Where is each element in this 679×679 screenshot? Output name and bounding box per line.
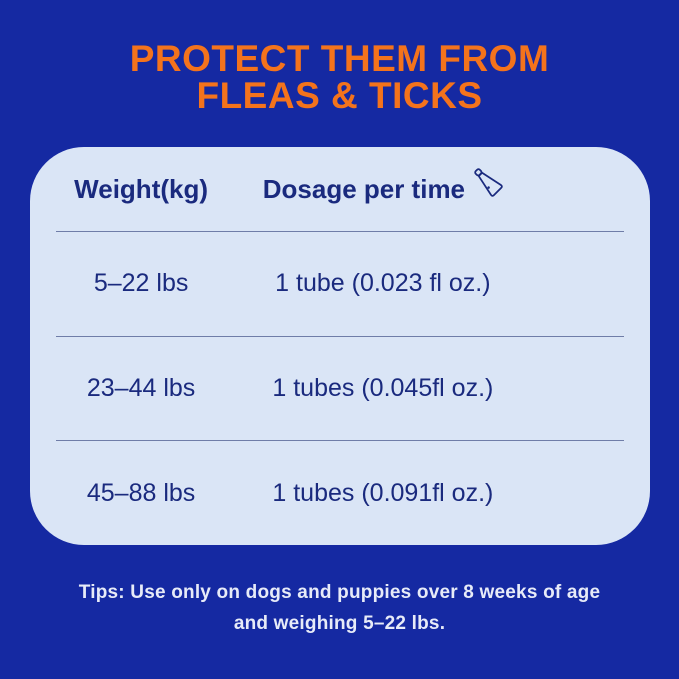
page-title: PROTECT THEM FROM FLEAS & TICKS <box>0 40 679 114</box>
column-header-dosage-label: Dosage per time <box>262 173 466 204</box>
table-header-row: Weight(kg) Dosage per time <box>30 147 650 231</box>
table-row: 5–22 lbs 1 tube (0.023 fl oz.) <box>30 232 650 336</box>
weight-value: 23–44 lbs <box>86 374 196 402</box>
divider <box>55 335 624 337</box>
applicator-tube-icon <box>465 159 512 206</box>
table-row: 45–88 lbs 1 tubes (0.091fl oz.) <box>30 441 650 545</box>
dosage-value: 1 tubes (0.045fl oz.) <box>272 374 494 402</box>
dosage-table-card: Weight(kg) Dosage per time 5–22 lbs 1 tu… <box>29 147 650 545</box>
page-title-line1: PROTECT THEM FROM <box>129 38 550 79</box>
dosage-value: 1 tube (0.023 fl oz.) <box>275 269 491 298</box>
column-header-dosage: Dosage per time <box>253 168 513 207</box>
divider <box>55 231 624 232</box>
column-header-weight: Weight(kg) <box>74 173 209 204</box>
weight-value: 5–22 lbs <box>93 269 189 298</box>
tips-line2: and weighing 5–22 lbs. <box>233 613 446 634</box>
divider <box>55 440 624 442</box>
table-row: 23–44 lbs 1 tubes (0.045fl oz.) <box>30 337 650 441</box>
page-title-line2: FLEAS & TICKS <box>196 75 483 116</box>
tips-line1: Tips: Use only on dogs and puppies over … <box>78 582 601 603</box>
dosage-value: 1 tubes (0.091fl oz.) <box>272 478 494 507</box>
tips-text: Tips: Use only on dogs and puppies over … <box>0 577 679 639</box>
weight-value: 45–88 lbs <box>86 478 196 507</box>
